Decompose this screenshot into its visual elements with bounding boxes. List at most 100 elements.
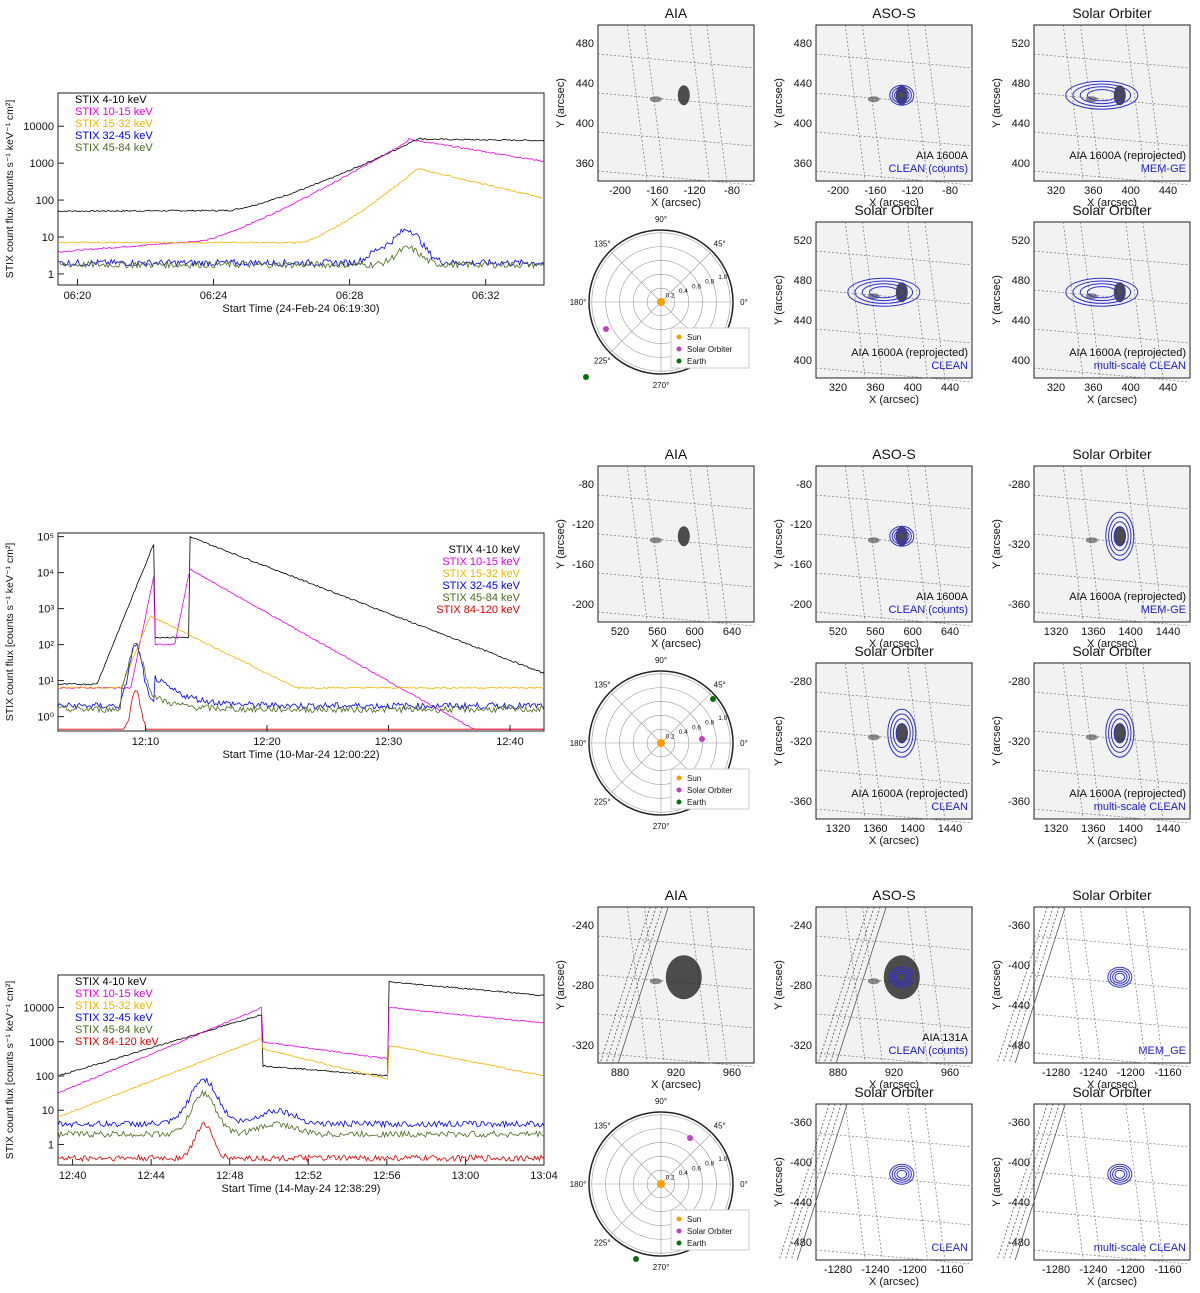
y-axis-label: Y (arcsec) <box>773 960 785 1010</box>
y-tick-label: -280 <box>790 980 812 992</box>
solar-orbiter-marker <box>603 326 609 332</box>
y-tick-label: 480 <box>576 38 594 50</box>
contour <box>1107 966 1133 988</box>
polar-angle-label: 0° <box>740 1180 748 1189</box>
panel-note-method: CLEAN (counts) <box>889 1045 968 1057</box>
contour <box>891 86 912 104</box>
image-panel: Solar Orbiter-360-400-440-480-1280 -1240-… <box>773 1084 973 1288</box>
polar-angle-label: 90° <box>655 215 667 224</box>
y-tick-label: -480 <box>1008 1040 1030 1052</box>
emission-source <box>867 537 880 544</box>
polar-spoke <box>660 1132 713 1185</box>
y-axis-label: Y (arcsec) <box>991 519 1003 569</box>
contour <box>894 1167 910 1181</box>
y-tick-label: 1 <box>48 269 54 281</box>
contour <box>896 1169 908 1179</box>
panel-note-method: multi-scale CLEAN <box>1094 801 1186 813</box>
y-tick-label: 10³ <box>38 604 54 616</box>
panel-note-method: multi-scale CLEAN <box>1094 360 1186 372</box>
emission-source <box>649 978 662 985</box>
legend-entry: STIX 15-32 keV <box>442 568 520 580</box>
image-panel: ASO-S -80 -120 -160 -200 520 560 600 640 X (arcse… <box>773 446 973 650</box>
panel-note: AIA 1600A (reprojected) <box>1069 788 1186 800</box>
x-tick-label: -200 <box>609 185 631 197</box>
panel-title: Solar Orbiter <box>854 202 934 218</box>
x-tick-label: -1280 <box>1042 1264 1070 1276</box>
contour <box>1113 526 1126 547</box>
panel-title: AIA <box>665 887 688 903</box>
x-axis-label: Start Time (10-Mar-24 12:00:22) <box>222 749 379 761</box>
y-tick-label: 520 <box>794 235 812 247</box>
contour <box>891 968 912 986</box>
polar-plot: 90°45°0°315°270°225°180°135°0.20.40.60.8… <box>570 1097 750 1272</box>
series-line <box>57 138 545 253</box>
contour <box>1065 277 1139 307</box>
x-tick-label: 1320 <box>1044 626 1068 638</box>
sun-marker <box>657 298 665 306</box>
polar-radial-label: 0.4 <box>679 729 688 736</box>
x-tick-label: 440 <box>941 382 959 394</box>
panel-note-method: MEM-GE <box>1141 604 1186 616</box>
contour <box>1065 80 1139 110</box>
y-axis-label: Y (arcsec) <box>991 275 1003 325</box>
panel-note: AIA 1600A <box>916 150 969 162</box>
emission-source <box>1113 282 1126 303</box>
y-tick-label: -360 <box>790 796 812 808</box>
legend-entry: STIX 15-32 keV <box>75 118 153 130</box>
polar-angle-label: 45° <box>714 1121 726 1130</box>
y-axis-label: STIX count flux [counts s⁻¹ keV⁻¹ cm²] <box>4 543 16 722</box>
y-axis-label: Y (arcsec) <box>991 716 1003 766</box>
limb-line <box>790 1103 842 1261</box>
series-line <box>57 1121 545 1163</box>
y-tick-label: -280 <box>790 676 812 688</box>
polar-angle-label: 135° <box>594 680 611 689</box>
emission-source <box>1085 734 1098 741</box>
series-line <box>57 615 545 689</box>
series-line <box>57 642 545 714</box>
y-axis-label: Y (arcsec) <box>773 519 785 569</box>
x-tick-label: -1240 <box>1079 1264 1107 1276</box>
y-tick-label: 10000 <box>23 1003 54 1015</box>
y-tick-label: 10⁴ <box>37 568 54 580</box>
limb-line <box>823 906 875 1064</box>
polar-radial-label: 1.0 <box>718 715 727 722</box>
x-axis-label: X (arcsec) <box>651 638 701 650</box>
emission-source <box>1113 526 1126 547</box>
y-tick-label: -200 <box>790 599 812 611</box>
y-tick-label: 10¹ <box>38 676 54 688</box>
polar-radial-label: 0.8 <box>705 1161 714 1168</box>
contour <box>868 286 899 299</box>
polar-spoke <box>609 742 662 795</box>
panel-note-method: CLEAN (counts) <box>889 163 968 175</box>
y-tick-label: -360 <box>790 1117 812 1129</box>
emission-source <box>677 526 690 547</box>
legend-marker <box>676 358 682 364</box>
limb-line <box>996 906 1048 1064</box>
contour <box>1072 280 1132 304</box>
panel-title: ASO-S <box>872 887 916 903</box>
x-tick-label: -120 <box>684 185 706 197</box>
y-tick-label: -320 <box>790 736 812 748</box>
limb-line <box>829 906 881 1064</box>
image-panel: Solar Orbiter -280 -320 -360 1320 1360 1400 144… <box>991 643 1191 847</box>
x-tick-label: 1440 <box>1156 823 1180 835</box>
y-tick-label: 480 <box>1012 78 1030 90</box>
x-tick-label: -160 <box>864 185 886 197</box>
x-tick-label: 560 <box>648 626 666 638</box>
earth-marker <box>583 374 589 380</box>
panel-note-method: CLEAN <box>931 1242 968 1254</box>
panel-frame <box>1033 662 1191 820</box>
polar-spoke <box>660 691 713 744</box>
panel-note: AIA 1600A <box>916 591 969 603</box>
x-tick-label: 920 <box>885 1067 903 1079</box>
polar-angle-label: 225° <box>594 798 611 807</box>
polar-angle-label: 135° <box>594 239 611 248</box>
plot-frame <box>57 92 545 286</box>
y-tick-label: -160 <box>572 559 594 571</box>
y-axis-label: Y (arcsec) <box>991 1157 1003 1207</box>
x-tick-label: 360 <box>1084 382 1102 394</box>
polar-angle-label: 45° <box>714 239 726 248</box>
polar-legend-entry: Sun <box>687 1215 701 1224</box>
image-panel: Solar Orbiter -280 -320 -360 1320 1360 1400 144… <box>991 446 1191 650</box>
